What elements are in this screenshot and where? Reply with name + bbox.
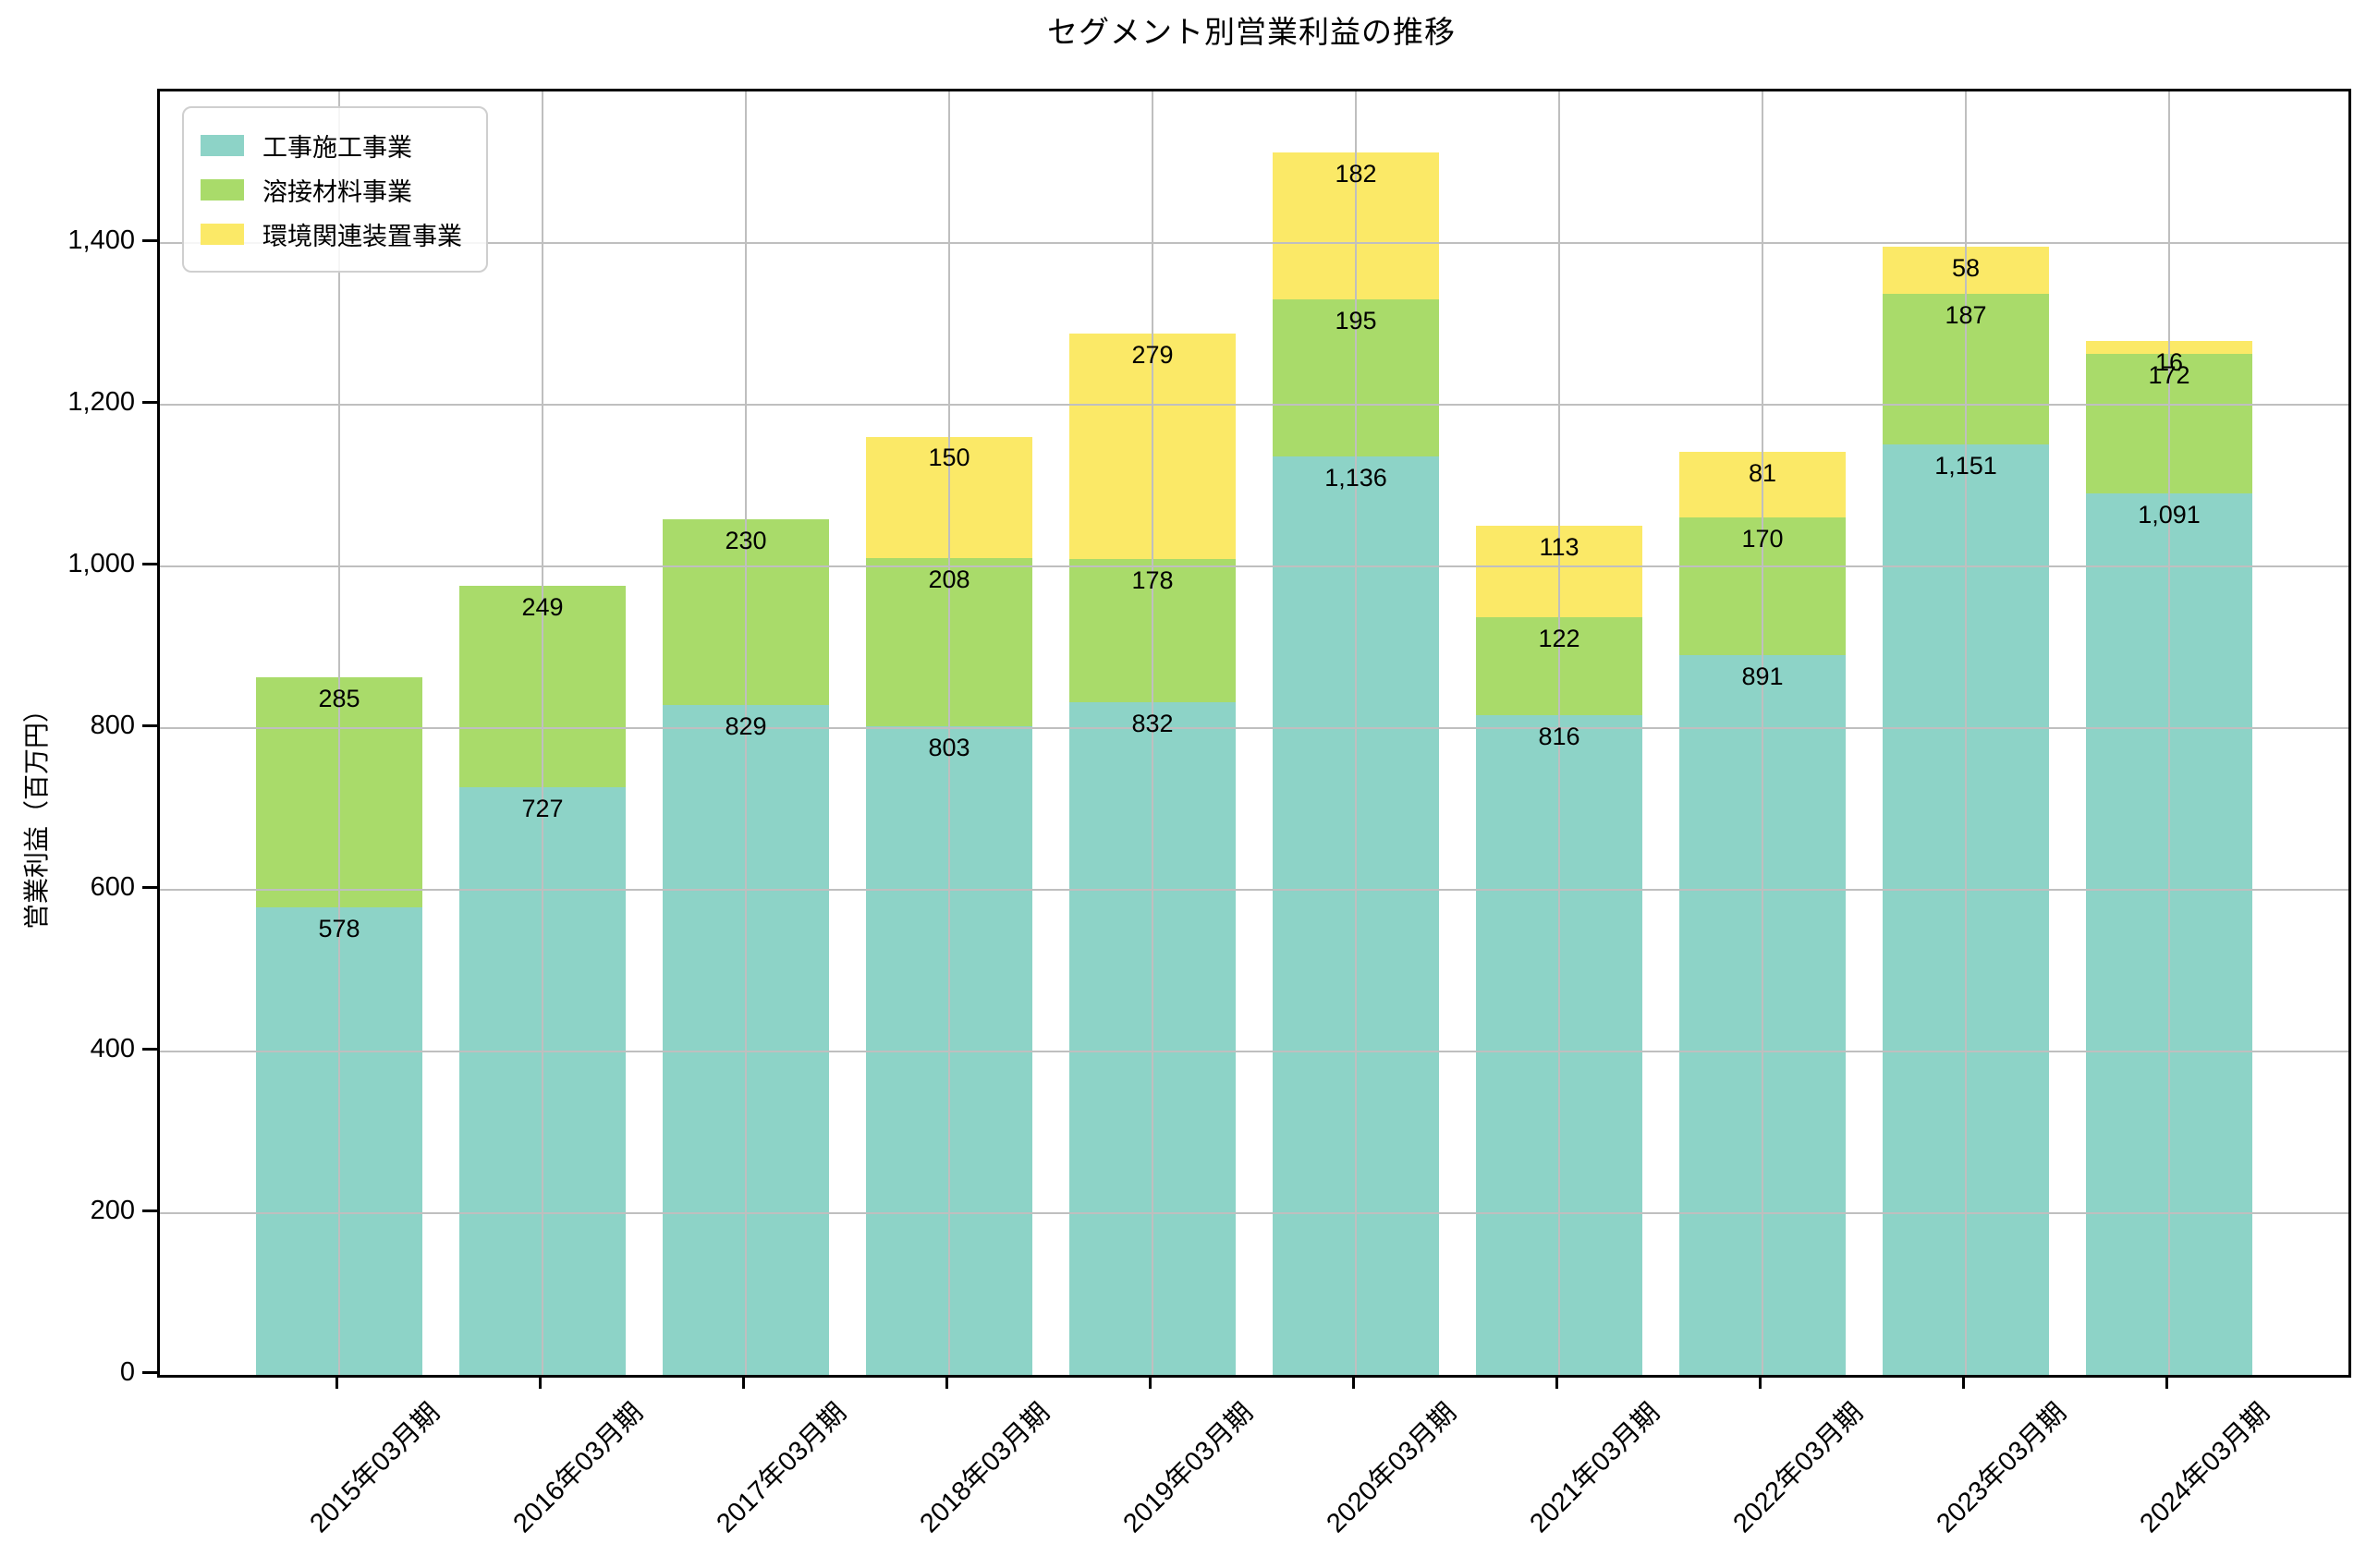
x-tick-mark	[2165, 1376, 2168, 1389]
y-gridline	[160, 565, 2348, 568]
x-tick-mark	[742, 1376, 745, 1389]
y-tick-mark	[142, 239, 157, 243]
y-tick-label: 800	[90, 711, 135, 741]
x-tick-mark	[1352, 1376, 1355, 1389]
bar-value-label: 81	[1748, 459, 1777, 488]
x-gridline	[1152, 91, 1153, 1375]
y-gridline	[160, 404, 2348, 407]
bar-value-label: 1,136	[1324, 464, 1387, 492]
x-gridline	[2168, 91, 2170, 1375]
legend-item: 溶接材料事業	[201, 167, 462, 212]
bar-value-label: 285	[318, 685, 360, 713]
x-gridline	[745, 91, 747, 1375]
bar-value-label: 195	[1335, 306, 1377, 334]
bar-value-label: 187	[1945, 300, 1987, 329]
x-gridline	[948, 91, 950, 1375]
x-tick-label: 2019年03月期	[1117, 1397, 1260, 1539]
y-tick-mark	[142, 1371, 157, 1374]
x-tick-label: 2024年03月期	[2134, 1397, 2276, 1539]
bar-value-label: 249	[521, 593, 564, 622]
legend-item: 環境関連装置事業	[201, 212, 462, 256]
x-tick-mark	[1555, 1376, 1558, 1389]
x-tick-mark	[539, 1376, 542, 1389]
bar-value-label: 208	[928, 565, 970, 593]
y-tick-label: 0	[119, 1357, 135, 1387]
y-gridline	[160, 242, 2348, 245]
y-gridline	[160, 889, 2348, 892]
y-tick-label: 200	[90, 1196, 135, 1226]
legend-swatch-0	[201, 134, 244, 156]
chart-title: セグメント別営業利益の推移	[1047, 15, 1456, 49]
x-tick-label: 2018年03月期	[914, 1397, 1056, 1539]
x-gridline	[1965, 91, 1967, 1375]
bar-value-label: 170	[1741, 524, 1784, 553]
x-gridline	[542, 91, 543, 1375]
bar-value-label: 578	[318, 915, 360, 943]
x-gridline	[1558, 91, 1560, 1375]
bar-value-label: 178	[1131, 565, 1174, 594]
legend-swatch-2	[201, 223, 244, 245]
x-tick-mark	[1962, 1376, 1965, 1389]
legend: 工事施工事業 溶接材料事業環境関連装置事業	[182, 106, 488, 273]
x-gridline	[1762, 91, 1763, 1375]
legend-item: 工事施工事業	[201, 123, 462, 167]
x-tick-mark	[1759, 1376, 1762, 1389]
bar-value-label: 122	[1538, 624, 1580, 652]
bar-value-label: 829	[725, 711, 767, 740]
legend-label: 溶接材料事業	[262, 177, 412, 206]
x-tick-mark	[1149, 1376, 1152, 1389]
bar-value-label: 832	[1131, 710, 1174, 738]
x-gridline	[338, 91, 340, 1375]
y-gridline	[160, 1212, 2348, 1215]
y-tick-label: 1,200	[67, 387, 135, 418]
bar-value-label: 230	[725, 526, 767, 554]
bar-value-label: 1,091	[2138, 500, 2201, 529]
y-tick-mark	[142, 724, 157, 728]
y-tick-mark	[142, 1048, 157, 1051]
bar-value-label: 727	[521, 795, 564, 823]
bar-value-label: 16	[2154, 348, 2184, 377]
bar-value-label: 816	[1538, 723, 1580, 751]
bar-value-label: 279	[1131, 340, 1174, 369]
bar-value-label: 182	[1335, 159, 1377, 188]
y-tick-label: 1,400	[67, 225, 135, 256]
y-tick-label: 400	[90, 1034, 135, 1064]
bar-value-label: 172	[2148, 361, 2190, 390]
x-gridline	[1355, 91, 1357, 1375]
bar-value-label: 113	[1539, 532, 1579, 561]
x-tick-label: 2022年03月期	[1727, 1397, 1870, 1539]
bar-value-label: 803	[928, 733, 970, 761]
y-tick-mark	[142, 401, 157, 405]
x-tick-label: 2016年03月期	[507, 1397, 650, 1539]
x-tick-label: 2020年03月期	[1321, 1397, 1463, 1539]
bar-value-label: 58	[1951, 253, 1981, 282]
x-tick-mark	[335, 1376, 338, 1389]
y-tick-label: 600	[90, 872, 135, 903]
legend-swatch-1	[201, 178, 244, 201]
bar-value-label: 891	[1741, 662, 1784, 690]
y-tick-mark	[142, 886, 157, 890]
plot-area: 工事施工事業 溶接材料事業環境関連装置事業 578 285 727 249 829 230 8…	[157, 89, 2351, 1378]
bar-value-label: 150	[928, 444, 970, 472]
x-tick-label: 2015年03月期	[304, 1397, 446, 1539]
y-tick-mark	[142, 1209, 157, 1213]
y-gridline	[160, 1051, 2348, 1053]
bar-value-label: 1,151	[1934, 452, 1997, 480]
y-tick-label: 1,000	[67, 549, 135, 579]
x-tick-label: 2021年03月期	[1524, 1397, 1666, 1539]
x-tick-label: 2017年03月期	[711, 1397, 853, 1539]
x-tick-mark	[945, 1376, 948, 1389]
legend-label: 環境関連装置事業	[262, 222, 462, 250]
legend-label: 工事施工事業	[262, 133, 412, 162]
y-gridline	[160, 727, 2348, 730]
x-tick-label: 2023年03月期	[1931, 1397, 2073, 1539]
y-tick-mark	[142, 563, 157, 566]
